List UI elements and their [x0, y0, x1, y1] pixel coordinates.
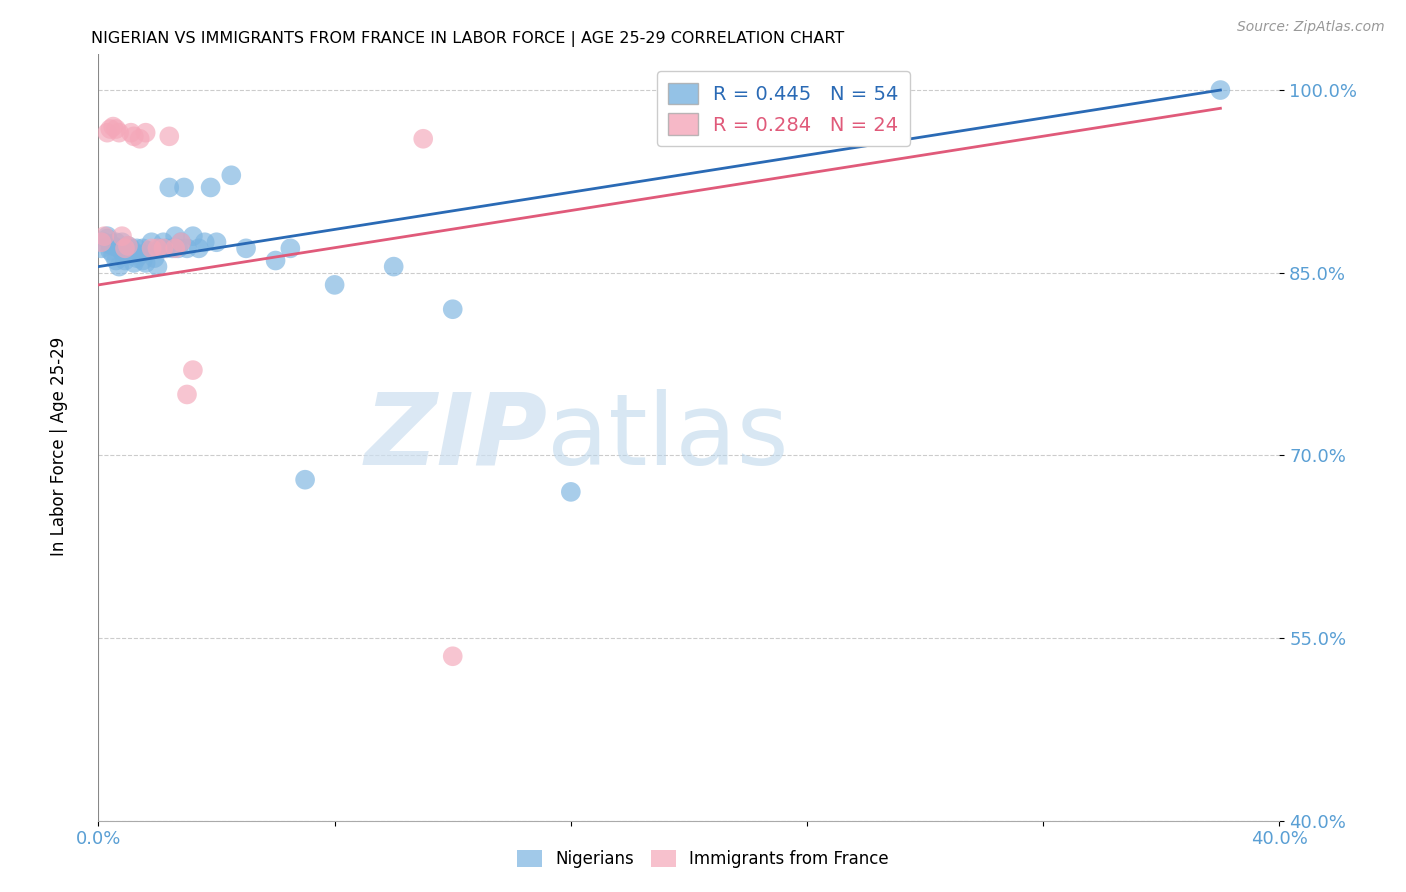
- Point: [96, 231, 118, 245]
- Point: [117, 239, 139, 253]
- Text: Source: ZipAtlas.com: Source: ZipAtlas.com: [1237, 20, 1385, 34]
- Point: [114, 253, 136, 268]
- Point: [194, 235, 217, 250]
- Point: [181, 363, 204, 377]
- Point: [149, 241, 172, 255]
- Point: [167, 241, 190, 255]
- Point: [117, 247, 139, 261]
- Legend: Nigerians, Immigrants from France: Nigerians, Immigrants from France: [510, 843, 896, 875]
- Point: [146, 260, 169, 274]
- Point: [128, 247, 150, 261]
- Point: [152, 235, 174, 250]
- Point: [120, 126, 142, 140]
- Point: [143, 251, 166, 265]
- Point: [382, 260, 405, 274]
- Point: [141, 235, 163, 250]
- Point: [93, 229, 115, 244]
- Point: [111, 244, 134, 258]
- Point: [205, 235, 228, 250]
- Point: [117, 239, 139, 253]
- Point: [96, 229, 118, 244]
- Point: [155, 241, 177, 255]
- Point: [120, 241, 142, 255]
- Text: In Labor Force | Age 25-29: In Labor Force | Age 25-29: [51, 336, 67, 556]
- Point: [441, 649, 464, 664]
- Point: [122, 129, 145, 144]
- Point: [98, 244, 121, 258]
- Point: [157, 129, 180, 144]
- Point: [103, 247, 125, 261]
- Point: [98, 237, 121, 252]
- Text: atlas: atlas: [547, 389, 789, 485]
- Point: [235, 241, 257, 255]
- Point: [111, 229, 134, 244]
- Point: [98, 122, 121, 136]
- Point: [122, 256, 145, 270]
- Point: [173, 180, 195, 194]
- Legend: R = 0.445   N = 54, R = 0.284   N = 24: R = 0.445 N = 54, R = 0.284 N = 24: [657, 70, 910, 146]
- Point: [90, 235, 112, 250]
- Point: [108, 241, 131, 255]
- Point: [280, 241, 302, 255]
- Point: [157, 180, 180, 194]
- Point: [128, 132, 150, 146]
- Point: [125, 241, 148, 255]
- Point: [90, 241, 112, 255]
- Point: [176, 387, 198, 401]
- Point: [152, 241, 174, 255]
- Point: [105, 122, 128, 136]
- Point: [114, 241, 136, 255]
- Point: [323, 277, 346, 292]
- Point: [162, 241, 183, 255]
- Point: [170, 235, 193, 250]
- Point: [108, 126, 131, 140]
- Text: ZIP: ZIP: [364, 389, 547, 485]
- Point: [135, 126, 157, 140]
- Point: [96, 126, 118, 140]
- Point: [170, 235, 193, 250]
- Point: [264, 253, 287, 268]
- Point: [111, 235, 134, 250]
- Point: [135, 256, 157, 270]
- Point: [181, 229, 204, 244]
- Point: [141, 241, 163, 255]
- Point: [103, 120, 125, 134]
- Point: [441, 302, 464, 317]
- Point: [221, 169, 243, 183]
- Point: [125, 251, 148, 265]
- Point: [105, 235, 128, 250]
- Point: [294, 473, 316, 487]
- Point: [187, 241, 209, 255]
- Point: [176, 241, 198, 255]
- Point: [165, 229, 187, 244]
- Point: [105, 253, 128, 268]
- Point: [412, 132, 434, 146]
- Point: [93, 235, 115, 250]
- Point: [200, 180, 222, 194]
- Point: [132, 241, 155, 255]
- Point: [138, 244, 160, 258]
- Point: [108, 260, 131, 274]
- Point: [146, 241, 169, 255]
- Point: [1209, 83, 1232, 97]
- Text: NIGERIAN VS IMMIGRANTS FROM FRANCE IN LABOR FORCE | AGE 25-29 CORRELATION CHART: NIGERIAN VS IMMIGRANTS FROM FRANCE IN LA…: [91, 31, 845, 47]
- Point: [165, 241, 187, 255]
- Point: [103, 239, 125, 253]
- Point: [560, 484, 582, 499]
- Point: [132, 253, 155, 268]
